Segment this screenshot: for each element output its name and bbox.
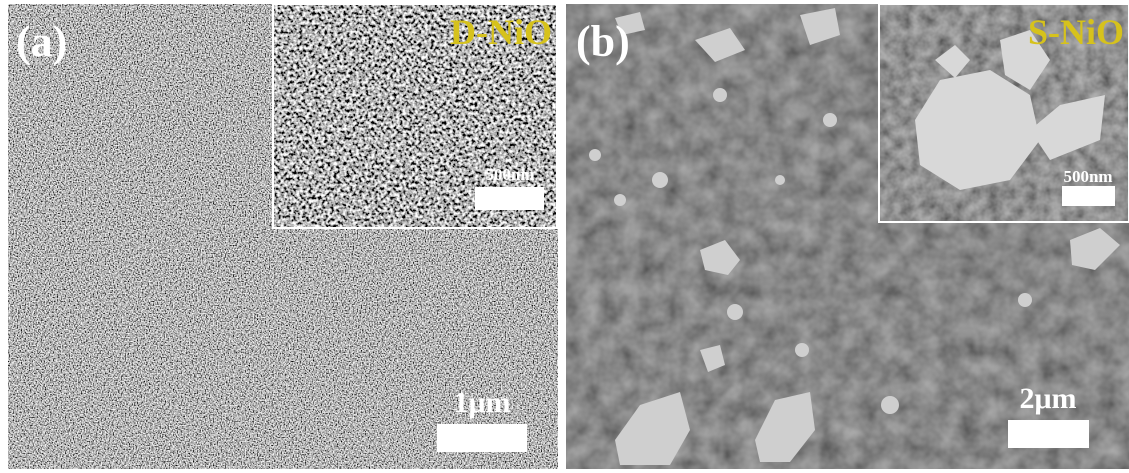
panel-a: (a) D-NiO 500nm 1μm: [8, 4, 558, 469]
scale-label: 2μm: [1020, 382, 1077, 415]
figure: (a) D-NiO 500nm 1μm: [0, 0, 1129, 473]
panel-b: (b) S-NiO 500nm 2μm: [566, 4, 1129, 469]
panel-label: (b): [576, 17, 630, 66]
inset-scale-label: 500nm: [485, 165, 534, 184]
inset-title: D-NiO: [450, 12, 552, 52]
inset-title: S-NiO: [1028, 12, 1124, 52]
inset-scale-bar: [475, 187, 544, 210]
scale-bar: [437, 424, 527, 452]
inset-scale-bar: [1062, 186, 1115, 206]
panel-label: (a): [16, 17, 67, 66]
scale-label: 1μm: [454, 386, 511, 419]
inset-scale-label: 500nm: [1063, 167, 1112, 186]
scale-bar: [1008, 420, 1089, 448]
